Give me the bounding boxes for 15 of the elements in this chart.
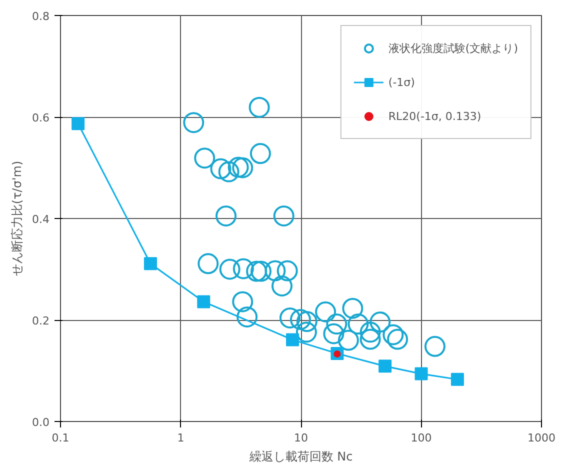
x-tick-label: 1000 xyxy=(528,432,556,444)
legend-label: RL20(-1σ, 0.133) xyxy=(388,110,482,122)
x-tick-label: 0.1 xyxy=(52,432,70,444)
y-tick-label: 0.6 xyxy=(32,112,50,124)
y-axis-title: せん断応力比(τ/σ'm) xyxy=(10,160,24,276)
x-tick-label: 100 xyxy=(410,432,432,444)
y-tick-label: 0.2 xyxy=(32,314,50,328)
y-tick-label: 0.4 xyxy=(32,213,50,226)
y-tick-label: 0.8 xyxy=(32,10,50,23)
x-axis-title: 繰返し載荷回数 Nc xyxy=(248,450,353,464)
x-tick-label: 1 xyxy=(177,432,184,444)
legend-label: 液状化強度試験(文献より) xyxy=(388,40,518,56)
legend-label: (-1σ) xyxy=(388,76,415,88)
y-tick-label: 0.0 xyxy=(32,416,50,429)
x-tick-label: 10 xyxy=(294,432,308,444)
